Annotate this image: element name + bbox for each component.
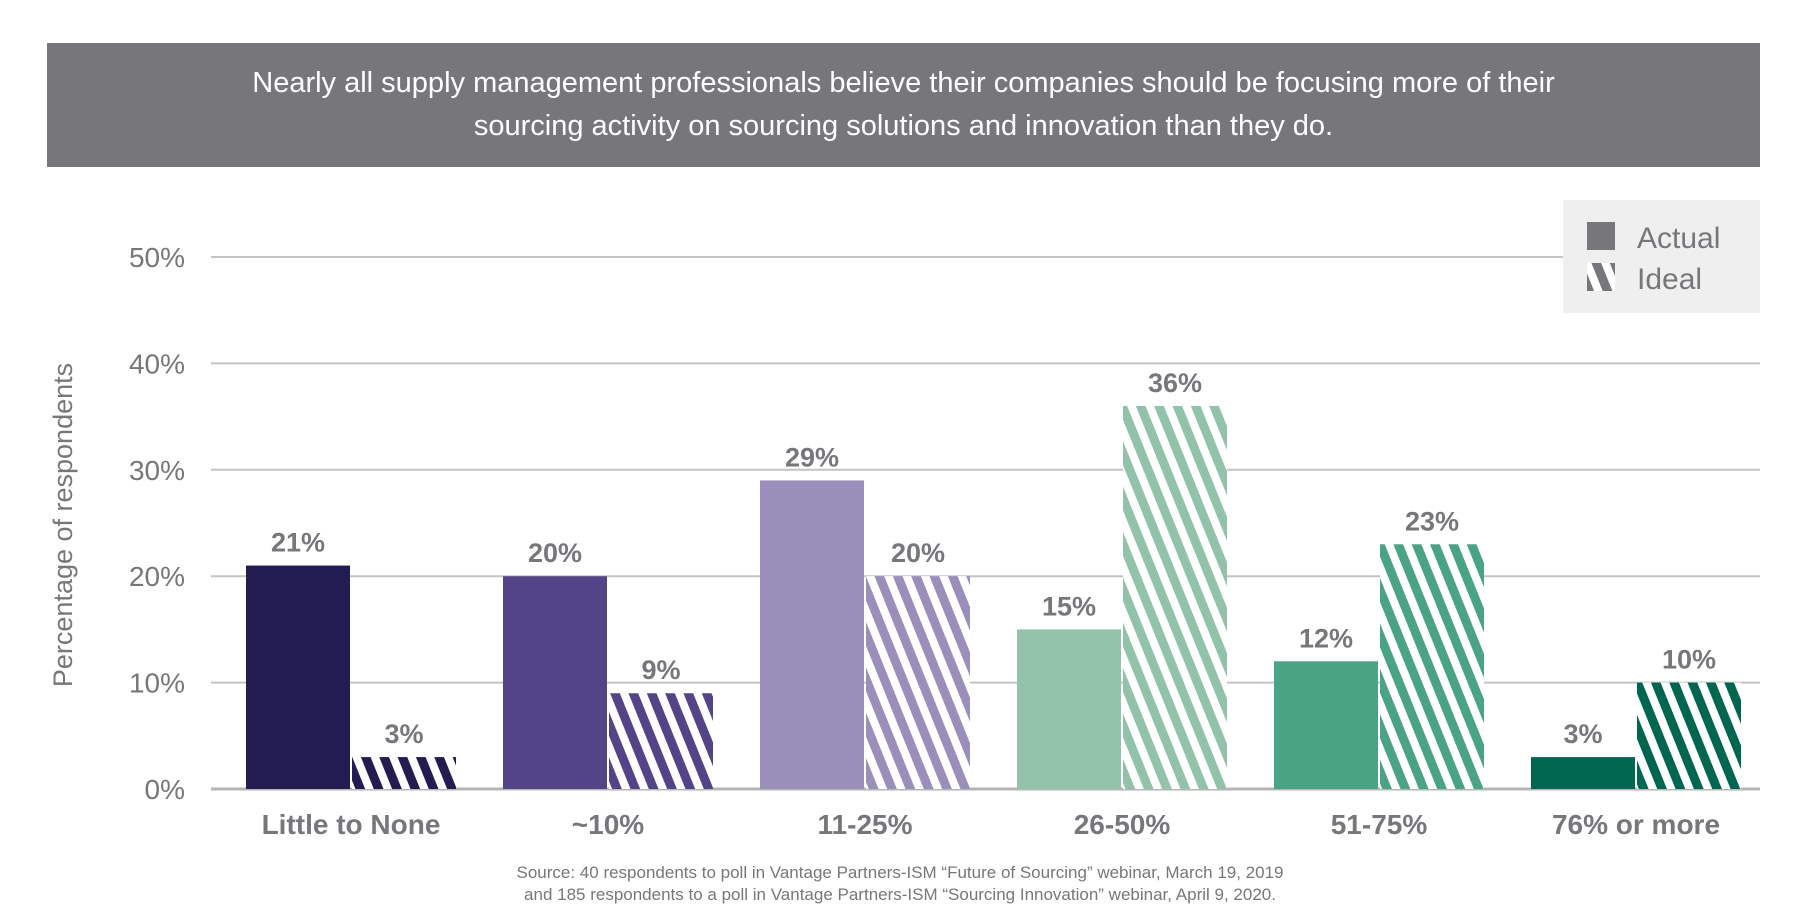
legend-swatch-ideal (1587, 263, 1615, 291)
data-label: 3% (384, 719, 423, 749)
legend: Actual Ideal (1563, 200, 1760, 313)
y-tick-label: 20% (129, 561, 185, 592)
chart-title-banner: Nearly all supply management professiona… (47, 43, 1760, 167)
data-label: 29% (785, 442, 839, 472)
y-tick-label: 0% (145, 774, 185, 805)
bar-actual (1274, 661, 1378, 789)
data-label: 20% (528, 538, 582, 568)
bar-ideal (1637, 682, 1741, 789)
source-line-1: Source: 40 respondents to poll in Vantag… (516, 863, 1284, 882)
data-label: 3% (1563, 719, 1602, 749)
gridlines (211, 256, 1760, 791)
x-tick-labels: Little to None ~10% 11-25% 26-50% 51-75% 76% … (262, 809, 1720, 840)
y-tick-label: 40% (129, 348, 185, 379)
data-label: 20% (891, 538, 945, 568)
bars: 21% 3% 20% 9% 29% 20% 15% 36% 12% 23% 3% 10% (246, 368, 1741, 789)
bar-actual (503, 576, 607, 789)
bar-ideal (1380, 544, 1484, 789)
bar-ideal (1123, 405, 1227, 789)
bar-ideal (866, 576, 970, 789)
x-tick-label: 11-25% (818, 809, 913, 840)
x-tick-label: Little to None (262, 809, 441, 840)
data-label: 10% (1662, 645, 1716, 675)
source-line-2: and 185 respondents to a poll in Vantage… (524, 885, 1276, 904)
data-label: 21% (271, 528, 325, 558)
y-axis-label: Percentage of respondents (48, 363, 78, 687)
y-tick-label: 50% (129, 242, 185, 273)
bar-ideal (609, 693, 713, 789)
legend-label-ideal: Ideal (1637, 263, 1702, 296)
data-label: 36% (1148, 368, 1202, 398)
chart-title: Nearly all supply management professiona… (252, 67, 1555, 142)
data-label: 15% (1042, 591, 1096, 621)
data-label: 23% (1405, 506, 1459, 536)
x-tick-label: ~10% (572, 809, 644, 840)
bar-actual (1017, 629, 1121, 789)
bar-actual (760, 480, 864, 789)
y-tick-label: 30% (129, 455, 185, 486)
legend-swatch-actual (1587, 222, 1615, 250)
bar-actual (246, 565, 350, 789)
legend-box (1563, 200, 1760, 313)
data-label: 9% (641, 655, 680, 685)
source-note: Source: 40 respondents to poll in Vantag… (0, 862, 1800, 906)
x-tick-label: 76% or more (1552, 809, 1720, 840)
x-tick-label: 51-75% (1331, 809, 1428, 840)
legend-label-actual: Actual (1637, 222, 1720, 255)
y-tick-label: 10% (129, 668, 185, 699)
y-tick-labels: 0% 10% 20% 30% 40% 50% (129, 242, 185, 805)
x-tick-label: 26-50% (1074, 809, 1171, 840)
bar-ideal (352, 757, 456, 789)
data-label: 12% (1299, 623, 1353, 653)
bar-actual (1531, 757, 1635, 789)
